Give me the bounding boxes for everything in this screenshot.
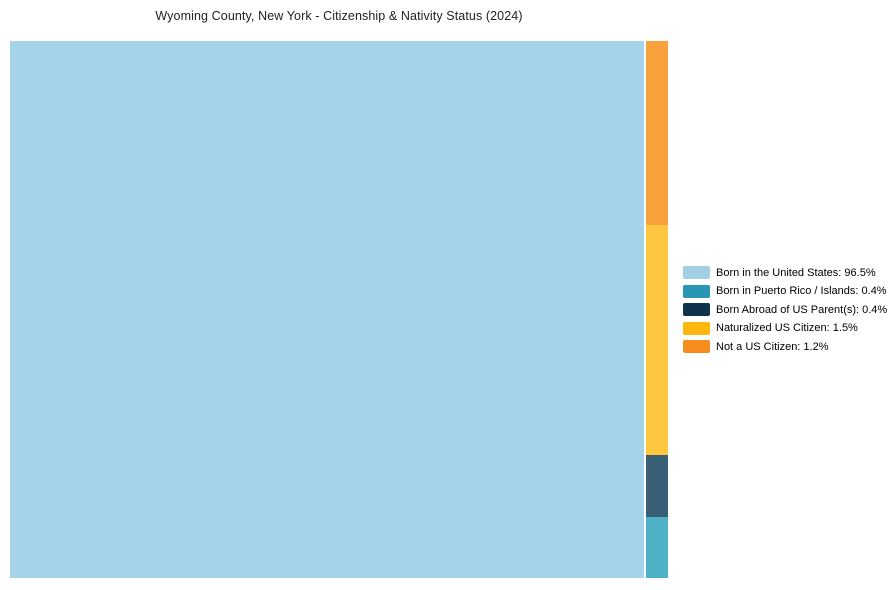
legend-swatch-icon [683, 266, 710, 279]
treemap-segment-naturalized-us-citizen[interactable] [646, 225, 668, 456]
legend-label: Naturalized US Citizen: 1.5% [716, 322, 858, 335]
treemap-plot-area [10, 41, 668, 578]
legend-swatch-icon [683, 284, 710, 298]
legend-item-not-a-us-citizen[interactable]: Not a US Citizen: 1.2% [683, 340, 887, 354]
chart-title: Wyoming County, New York - Citizenship &… [155, 9, 523, 23]
legend-swatch-icon [683, 303, 710, 317]
legend-item-born-abroad-of-us-parent-s[interactable]: Born Abroad of US Parent(s): 0.4% [683, 303, 888, 317]
treemap-segment-born-abroad-of-us-parent-s[interactable] [646, 455, 668, 517]
treemap-strip [646, 41, 668, 578]
treemap-segment-not-a-us-citizen[interactable] [646, 41, 668, 226]
treemap-segment-born-in-puerto-rico-islands[interactable] [646, 516, 668, 578]
legend: Born in the United States: 96.5% Born in … [683, 266, 888, 354]
legend-label: Not a US Citizen: 1.2% [716, 340, 829, 353]
legend-label: Born Abroad of US Parent(s): 0.4% [716, 303, 888, 316]
legend-swatch-icon [683, 340, 710, 354]
treemap-segment-born-in-the-united-states[interactable] [10, 41, 644, 578]
legend-label: Born in Puerto Rico / Islands: 0.4% [716, 285, 887, 298]
legend-item-naturalized-us-citizen[interactable]: Naturalized US Citizen: 1.5% [683, 321, 887, 335]
legend-item-born-in-the-united-states[interactable]: Born in the United States: 96.5% [683, 266, 887, 279]
legend-item-born-in-puerto-rico-islands[interactable]: Born in Puerto Rico / Islands: 0.4% [683, 284, 887, 298]
legend-label: Born in the United States: 96.5% [716, 266, 876, 279]
legend-swatch-icon [683, 321, 710, 335]
